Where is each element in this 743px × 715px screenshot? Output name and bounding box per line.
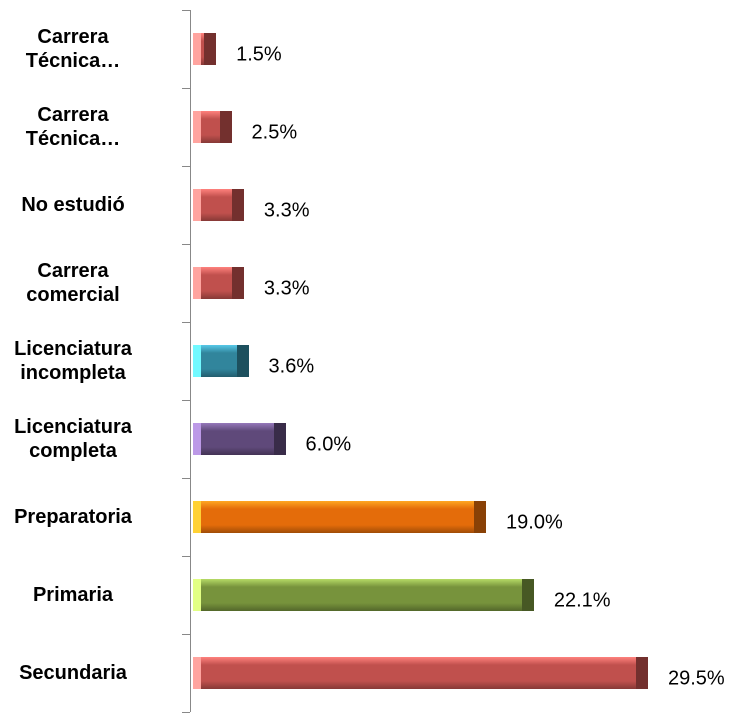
category-tick — [182, 556, 190, 557]
category-label: No estudió — [21, 194, 125, 216]
bar — [193, 423, 286, 455]
value-label: 3.3% — [263, 199, 310, 222]
category-label: Secundaria — [19, 662, 127, 684]
value-label: 22.1% — [553, 589, 611, 612]
value-label: 1.5% — [236, 43, 282, 66]
category-tick — [182, 634, 190, 635]
category-label: Primaria — [32, 584, 114, 606]
category-tick — [182, 322, 190, 323]
category-label: Licenciatura completa — [14, 416, 132, 462]
value-label: 3.6% — [268, 355, 315, 378]
value-label: 2.5% — [251, 121, 298, 144]
category-label: Carrera comercial — [26, 260, 120, 306]
category-tick — [182, 244, 190, 245]
bar — [193, 111, 232, 143]
category-tick — [182, 400, 190, 401]
category-axis — [190, 10, 191, 712]
bar — [193, 501, 487, 533]
category-label: Preparatoria — [14, 506, 132, 528]
category-tick — [182, 712, 190, 713]
value-label: 29.5% — [668, 667, 725, 690]
value-label: 6.0% — [305, 433, 352, 456]
value-label: 19.0% — [506, 511, 563, 534]
category-tick — [182, 10, 190, 11]
category-label: Carrera Técnica… — [25, 104, 121, 150]
bar — [193, 579, 534, 611]
bar — [193, 657, 648, 689]
category-tick — [182, 478, 190, 479]
category-label: Carrera Técnica… — [25, 26, 121, 72]
category-label: Licenciatura incompleta — [14, 338, 132, 384]
value-label: 3.3% — [263, 277, 310, 300]
bar — [193, 345, 249, 377]
bar — [193, 33, 217, 65]
category-tick — [182, 166, 190, 167]
bar — [193, 267, 244, 299]
bar — [193, 189, 244, 221]
category-tick — [182, 88, 190, 89]
